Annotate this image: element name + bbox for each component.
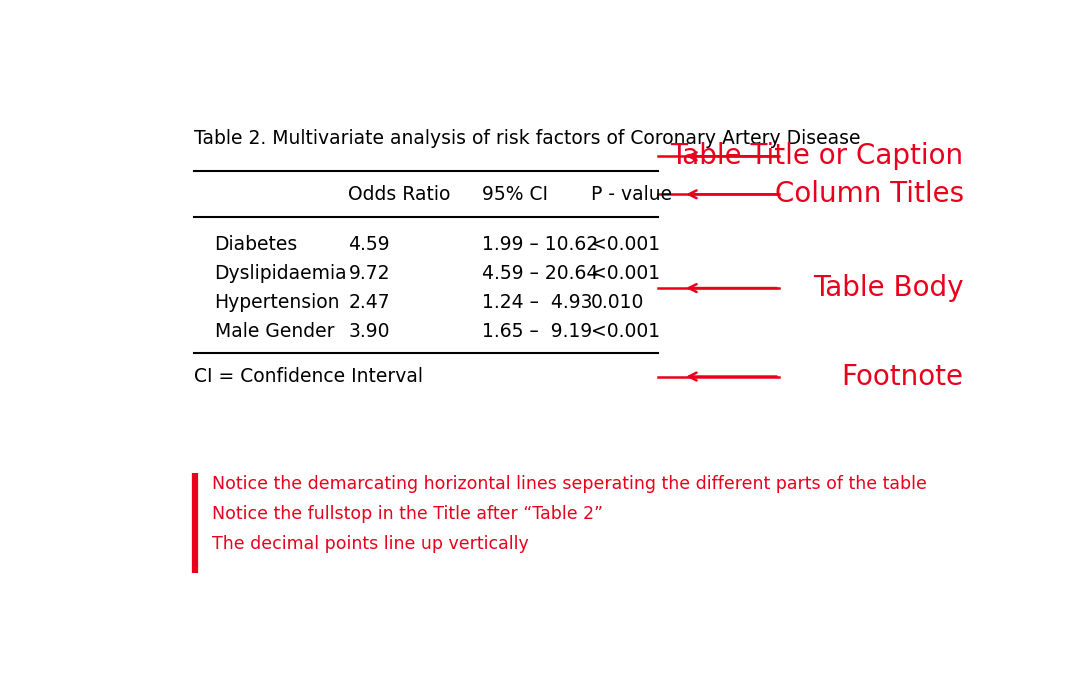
Text: 4.59 – 20.64: 4.59 – 20.64 bbox=[483, 264, 598, 283]
Text: 95% CI: 95% CI bbox=[483, 185, 549, 204]
Text: CI = Confidence Interval: CI = Confidence Interval bbox=[193, 367, 422, 386]
Text: 0.010: 0.010 bbox=[591, 293, 645, 312]
Text: Column Titles: Column Titles bbox=[774, 180, 963, 209]
Text: <0.001: <0.001 bbox=[591, 264, 660, 283]
Text: Table 2. Multivariate analysis of risk factors of Coronary Artery Disease: Table 2. Multivariate analysis of risk f… bbox=[193, 130, 860, 148]
Text: 9.72: 9.72 bbox=[349, 264, 390, 283]
Text: 2.47: 2.47 bbox=[349, 293, 390, 312]
Text: Footnote: Footnote bbox=[841, 362, 963, 390]
Text: The decimal points line up vertically: The decimal points line up vertically bbox=[212, 535, 529, 553]
Text: <0.001: <0.001 bbox=[591, 235, 660, 254]
Text: 1.65 –  9.19: 1.65 – 9.19 bbox=[483, 322, 593, 341]
Text: Table Title or Caption: Table Title or Caption bbox=[671, 142, 963, 170]
Text: P - value: P - value bbox=[591, 185, 672, 204]
Text: Notice the demarcating horizontal lines seperating the different parts of the ta: Notice the demarcating horizontal lines … bbox=[212, 475, 927, 493]
Text: Table Body: Table Body bbox=[813, 274, 963, 302]
Text: <0.001: <0.001 bbox=[591, 322, 660, 341]
Text: Diabetes: Diabetes bbox=[215, 235, 298, 254]
Text: Dyslipidaemia: Dyslipidaemia bbox=[215, 264, 347, 283]
Text: Notice the fullstop in the Title after “Table 2”: Notice the fullstop in the Title after “… bbox=[212, 505, 603, 523]
Text: 1.99 – 10.62: 1.99 – 10.62 bbox=[483, 235, 598, 254]
Text: 3.90: 3.90 bbox=[349, 322, 390, 341]
Text: Odds Ratio: Odds Ratio bbox=[349, 185, 450, 204]
Text: Male Gender: Male Gender bbox=[215, 322, 334, 341]
Text: Hypertension: Hypertension bbox=[215, 293, 340, 312]
Text: 4.59: 4.59 bbox=[349, 235, 390, 254]
Text: 1.24 –  4.93: 1.24 – 4.93 bbox=[483, 293, 593, 312]
